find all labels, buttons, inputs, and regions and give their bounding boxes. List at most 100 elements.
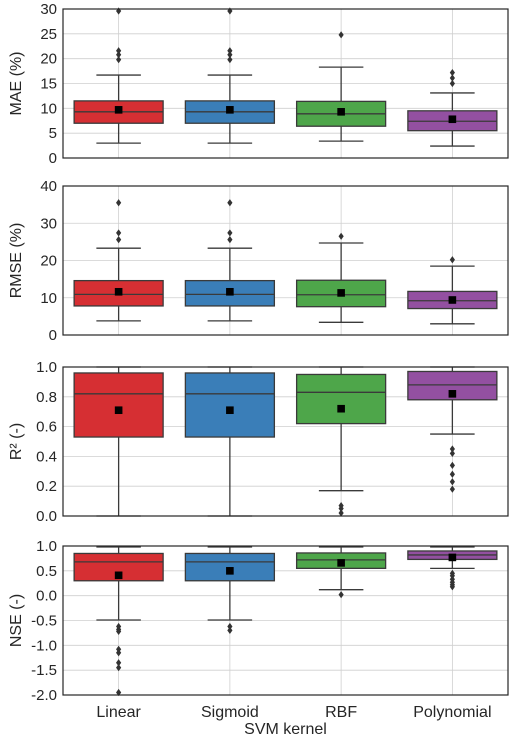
axes-frame bbox=[62, 8, 509, 159]
outlier-point bbox=[116, 199, 122, 207]
mean-marker bbox=[226, 567, 234, 575]
outlier-point bbox=[116, 627, 122, 636]
outlier-point bbox=[116, 236, 122, 244]
y-tick-label: 0.2 bbox=[36, 478, 57, 495]
outlier-point bbox=[227, 626, 233, 635]
mean-marker bbox=[337, 559, 345, 567]
outlier-point bbox=[116, 7, 122, 15]
mean-marker bbox=[448, 553, 457, 562]
box-iqr bbox=[184, 552, 276, 582]
mean-marker bbox=[114, 406, 123, 415]
y-tick-label: 0 bbox=[49, 150, 57, 167]
y-tick-label: 10 bbox=[40, 290, 57, 307]
axes-frame bbox=[62, 185, 509, 336]
box-iqr bbox=[407, 370, 498, 401]
outlier-point bbox=[449, 445, 455, 453]
box-polynomial bbox=[407, 366, 498, 493]
y-tick-label: 0.0 bbox=[36, 508, 57, 525]
y-tick-label: 0.8 bbox=[36, 389, 57, 406]
box-iqr bbox=[73, 372, 164, 438]
y-axis-label: RMSE (%) bbox=[8, 223, 25, 299]
y-tick-label: 1.0 bbox=[36, 359, 57, 376]
subplot-2: 0 10 20 30 40 RMSE (%) bbox=[8, 178, 509, 344]
x-tick-label: Linear bbox=[96, 704, 141, 721]
outlier-point bbox=[338, 509, 344, 517]
box-sigmoid bbox=[184, 199, 276, 322]
box-iqr bbox=[184, 372, 276, 438]
y-axis-label: NSE (-) bbox=[8, 594, 25, 647]
mean-marker bbox=[114, 287, 123, 296]
mean-marker bbox=[226, 106, 234, 114]
outlier-point bbox=[227, 229, 233, 237]
box-rbf bbox=[295, 366, 387, 517]
axes-frame bbox=[62, 545, 509, 696]
outlier-point bbox=[449, 470, 455, 478]
x-axis-label: SVM kernel bbox=[244, 721, 327, 737]
outlier-point bbox=[227, 47, 233, 55]
x-tick-label: RBF bbox=[325, 704, 357, 721]
outlier-point bbox=[227, 199, 233, 207]
mean-marker bbox=[114, 106, 123, 114]
y-tick-label: -0.5 bbox=[31, 613, 57, 630]
outlier-point bbox=[227, 236, 233, 244]
y-tick-label: 30 bbox=[40, 215, 57, 232]
box-polynomial bbox=[407, 256, 498, 325]
mean-marker bbox=[337, 404, 345, 413]
y-tick-label: 0.5 bbox=[36, 563, 57, 580]
outlier-point bbox=[449, 79, 455, 88]
box-polynomial bbox=[407, 68, 498, 147]
y-tick-label: -1.0 bbox=[31, 637, 57, 654]
outlier-point bbox=[338, 591, 344, 599]
box-rbf bbox=[295, 546, 387, 599]
outlier-point bbox=[116, 664, 122, 672]
box-linear bbox=[73, 546, 164, 697]
subplot-4: -2.0 -1.5 -1.0 -0.5 0.0 0.5 1.0 NSE (-) bbox=[8, 538, 509, 704]
outlier-point bbox=[116, 51, 122, 59]
box-rbf bbox=[295, 232, 387, 323]
box-linear bbox=[73, 7, 164, 144]
mean-marker bbox=[448, 296, 457, 304]
y-tick-label: 40 bbox=[40, 178, 57, 195]
box-sigmoid bbox=[184, 546, 276, 635]
outlier-point bbox=[116, 649, 122, 657]
outlier-point bbox=[116, 47, 122, 55]
outlier-point bbox=[449, 485, 455, 493]
outlier-point bbox=[338, 31, 344, 39]
y-tick-label: 0.0 bbox=[36, 588, 57, 605]
y-axis-label: R² (-) bbox=[8, 423, 25, 460]
outlier-point bbox=[227, 622, 233, 631]
x-tick-label: Sigmoid bbox=[201, 704, 259, 721]
y-tick-label: -1.5 bbox=[31, 662, 57, 679]
outlier-point bbox=[449, 461, 455, 469]
outlier-point bbox=[449, 478, 455, 486]
outlier-point bbox=[449, 569, 455, 577]
y-axis-label: MAE (%) bbox=[8, 52, 25, 116]
box-sigmoid bbox=[184, 7, 276, 144]
mean-marker bbox=[226, 287, 234, 296]
mean-marker bbox=[337, 289, 345, 297]
box-linear bbox=[73, 366, 164, 517]
outlier-point bbox=[449, 68, 455, 77]
box-sigmoid bbox=[184, 366, 276, 517]
y-tick-label: 5 bbox=[49, 125, 57, 142]
outlier-point bbox=[227, 56, 233, 64]
outlier-point bbox=[116, 659, 122, 667]
y-tick-label: 0 bbox=[49, 327, 57, 344]
y-tick-label: 20 bbox=[40, 253, 57, 270]
y-tick-label: 25 bbox=[40, 26, 57, 43]
box-polynomial bbox=[407, 546, 498, 591]
subplot-1: 0 5 10 15 20 25 30 MAE (%) bbox=[8, 1, 509, 167]
box-linear bbox=[73, 199, 164, 322]
y-tick-label: 1.0 bbox=[36, 538, 57, 555]
outlier-point bbox=[449, 449, 455, 458]
outlier-point bbox=[227, 7, 233, 15]
y-tick-label: 20 bbox=[40, 51, 57, 68]
box-iqr bbox=[295, 373, 387, 425]
mean-marker bbox=[114, 571, 123, 580]
outlier-point bbox=[116, 688, 122, 697]
axes-frame bbox=[62, 366, 509, 517]
box-rbf bbox=[295, 31, 387, 142]
outlier-point bbox=[116, 56, 122, 64]
